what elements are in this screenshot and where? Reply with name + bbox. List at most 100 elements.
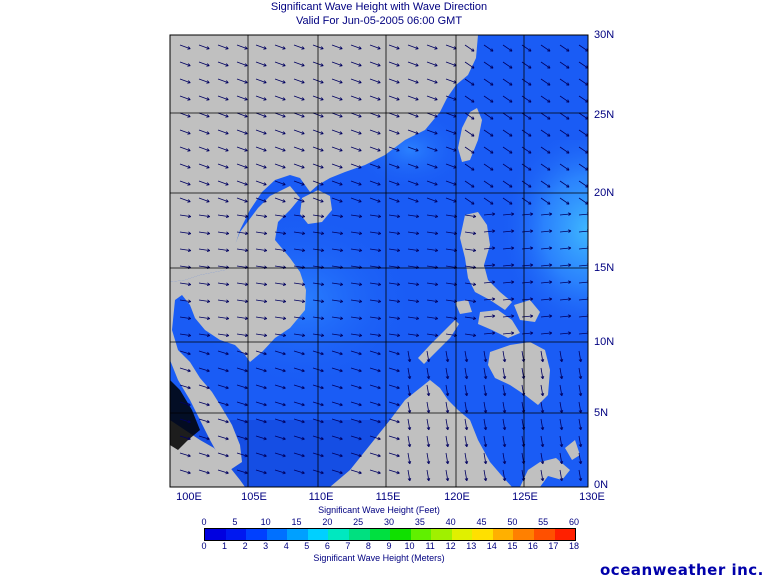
wave-direction-arrow xyxy=(502,44,513,52)
wave-direction-arrow xyxy=(331,248,344,253)
wave-direction-arrow xyxy=(426,78,438,84)
wave-direction-arrow xyxy=(274,248,287,253)
wave-direction-arrow xyxy=(369,180,381,186)
wave-direction-arrow xyxy=(369,231,382,236)
wave-direction-arrow xyxy=(445,435,450,448)
colorbar-swatch xyxy=(246,529,267,540)
wave-direction-arrow xyxy=(217,180,229,186)
wave-direction-arrow xyxy=(521,129,532,137)
wave-direction-arrow xyxy=(255,180,267,186)
wave-direction-arrow xyxy=(502,384,507,397)
wave-direction-arrow xyxy=(331,112,343,118)
wave-direction-arrow xyxy=(217,146,229,152)
wave-direction-arrow xyxy=(255,61,267,67)
wave-direction-arrow xyxy=(502,280,515,284)
wave-direction-arrow xyxy=(388,418,400,424)
land-hainan xyxy=(300,190,332,224)
lat-label-5n: 5N xyxy=(594,407,609,419)
feet_ticks-tick: 0 xyxy=(201,517,207,527)
wave-direction-arrow xyxy=(331,163,343,169)
wave-direction-arrow xyxy=(236,333,249,338)
wave-direction-arrow xyxy=(255,112,267,118)
wave-direction-arrow xyxy=(464,180,475,188)
wave-direction-arrow xyxy=(331,78,343,84)
wave-direction-arrow xyxy=(483,367,488,380)
meter_ticks-tick: 12 xyxy=(445,541,456,551)
wave-direction-arrow xyxy=(274,44,286,50)
wave-direction-arrow xyxy=(217,248,230,253)
wave-direction-arrow xyxy=(426,112,438,118)
wave-direction-arrow xyxy=(540,129,551,137)
wave-direction-arrow xyxy=(236,435,248,441)
wave-direction-arrow xyxy=(293,112,305,118)
wave-direction-arrow xyxy=(578,435,583,448)
wave-direction-arrow xyxy=(426,44,438,50)
wave-direction-arrow xyxy=(388,112,400,118)
meter_ticks-tick: 16 xyxy=(527,541,538,551)
wave-direction-arrow xyxy=(331,180,343,186)
wave-direction-arrow xyxy=(198,435,210,441)
wave-direction-arrow xyxy=(217,95,229,101)
feet_ticks-tick: 20 xyxy=(322,517,333,527)
wave-direction-arrow xyxy=(331,333,344,338)
wave-direction-arrow xyxy=(217,214,230,219)
wave-direction-arrow xyxy=(559,246,572,250)
wave-direction-arrow xyxy=(407,44,419,50)
wave-direction-arrow xyxy=(388,316,401,321)
wave-direction-arrow xyxy=(198,146,210,152)
wave-direction-arrow xyxy=(179,367,191,373)
wave-direction-arrow xyxy=(350,214,363,219)
wave-direction-arrow xyxy=(540,331,553,335)
wave-direction-arrow xyxy=(464,418,469,431)
feet_ticks-tick: 35 xyxy=(414,517,425,527)
wave-direction-arrow xyxy=(445,452,450,465)
wave-direction-arrow xyxy=(274,418,286,424)
wave-direction-arrow xyxy=(407,214,420,219)
wave-direction-arrow xyxy=(293,282,306,287)
wave-direction-arrow xyxy=(293,350,305,356)
wave-direction-arrow xyxy=(578,367,583,380)
wave-direction-arrow xyxy=(407,129,419,135)
meter_ticks-tick: 10 xyxy=(404,541,415,551)
wave-direction-arrow xyxy=(426,163,438,169)
wave-direction-arrow xyxy=(255,316,268,321)
wave-direction-arrow xyxy=(464,129,475,137)
wave-direction-arrow xyxy=(426,282,439,287)
wave-direction-arrow xyxy=(483,197,494,205)
lat-label-15n: 15N xyxy=(594,262,615,274)
meter_ticks-tick: 7 xyxy=(345,541,351,551)
wave-direction-arrow xyxy=(388,129,400,135)
wave-direction-arrow xyxy=(540,163,551,171)
wave-direction-arrow xyxy=(236,61,248,67)
wave-direction-arrow xyxy=(274,367,286,373)
wave-direction-arrow xyxy=(369,401,381,407)
wave-direction-arrow xyxy=(464,316,477,321)
wave-direction-arrow xyxy=(483,229,496,233)
wave-direction-arrow xyxy=(407,231,420,236)
meters-scale-title: Significant Wave Height (Meters) xyxy=(313,553,445,563)
wave-direction-arrow xyxy=(369,316,382,321)
wave-direction-arrow xyxy=(312,282,325,287)
wave-direction-arrow xyxy=(312,231,325,236)
wave-direction-arrow xyxy=(236,129,248,135)
wave-direction-arrow xyxy=(388,452,400,458)
wave-direction-arrow xyxy=(255,384,267,390)
wave-direction-arrow xyxy=(388,78,400,84)
wave-direction-arrow xyxy=(293,333,306,338)
wave-direction-arrow xyxy=(426,418,431,431)
land-visayas xyxy=(478,310,520,338)
wave-direction-arrow xyxy=(388,61,400,67)
wave-direction-arrow xyxy=(483,61,494,69)
wave-direction-arrow xyxy=(521,163,532,171)
wave-direction-arrow xyxy=(407,401,412,414)
wave-direction-arrow xyxy=(350,61,362,67)
wave-direction-arrow xyxy=(540,297,553,301)
wave-direction-arrow xyxy=(312,333,325,338)
wave-direction-arrow xyxy=(369,61,381,67)
wave-direction-arrow xyxy=(464,367,469,380)
wave-direction-arrow xyxy=(502,331,515,335)
meter_ticks-tick: 1 xyxy=(222,541,228,551)
wave-direction-arrow xyxy=(464,163,475,171)
wave-direction-arrow xyxy=(559,44,570,52)
wave-direction-arrow xyxy=(198,129,210,135)
